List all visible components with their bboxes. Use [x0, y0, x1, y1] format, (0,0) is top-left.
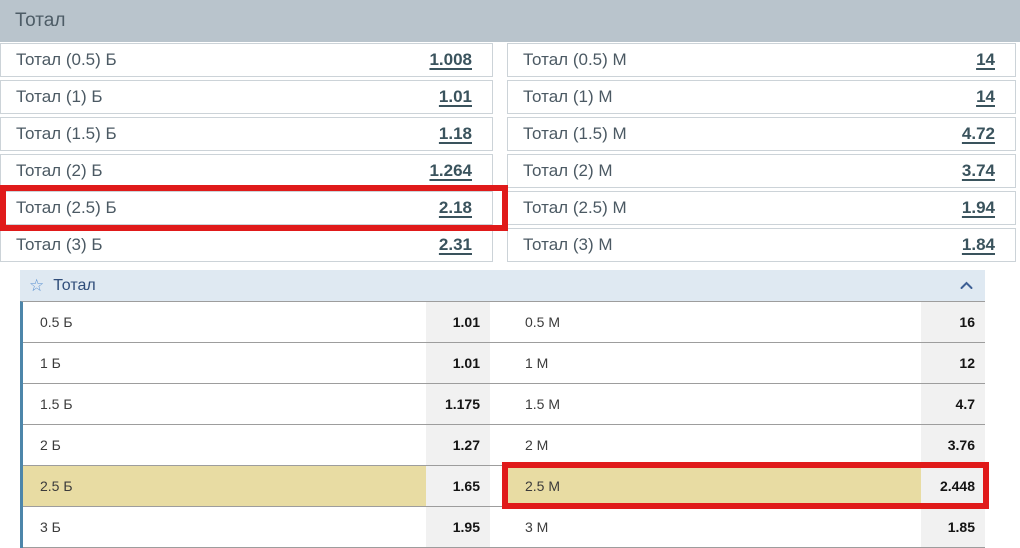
- bottom-odds-row: 0.5 Б 1.01 0.5 М 16: [23, 302, 985, 343]
- bet-option[interactable]: 1.5 Б 1.175: [23, 384, 490, 424]
- bet-option[interactable]: 2 Б 1.27: [23, 425, 490, 465]
- odds-value-cell[interactable]: 16: [921, 302, 985, 342]
- bet-label: Тотал (1) М: [523, 87, 613, 106]
- odds-value-cell[interactable]: 4.7: [921, 384, 985, 424]
- top-odds-row[interactable]: Тотал (1.5) М 4.72: [507, 117, 1016, 151]
- column-gap: [490, 507, 508, 547]
- odds-value-link[interactable]: 1.01: [438, 87, 472, 106]
- odds-value-link[interactable]: 4.72: [961, 124, 995, 143]
- bottom-odds-row: 2 Б 1.27 2 М 3.76: [23, 425, 985, 466]
- top-table-header: Тотал: [0, 0, 1020, 42]
- bet-label: 2 М: [525, 437, 549, 453]
- bet-label: 1.5 М: [525, 396, 561, 412]
- odds-value-cell[interactable]: 3.76: [921, 425, 985, 465]
- bet-label: 2.5 М: [508, 466, 921, 506]
- bet-label: 1.5 Б: [40, 396, 73, 412]
- top-odds-row[interactable]: Тотал (2) М 3.74: [507, 154, 1016, 188]
- odds-value-cell[interactable]: 1.175: [426, 384, 490, 424]
- bet-label: 1 Б: [40, 355, 61, 371]
- odds-value-link[interactable]: 14: [976, 87, 995, 106]
- bet-label: Тотал (1) Б: [16, 87, 103, 106]
- bet-label: Тотал (0.5) М: [523, 50, 627, 69]
- top-odds-row[interactable]: Тотал (1) Б 1.01: [0, 80, 493, 114]
- bet-option[interactable]: 0.5 Б 1.01: [23, 302, 490, 342]
- bet-label: Тотал (0.5) Б: [16, 50, 117, 69]
- odds-value-link[interactable]: 3.74: [961, 161, 995, 180]
- odds-value-cell[interactable]: 1.95: [426, 507, 490, 547]
- bet-label: Тотал (2) Б: [16, 161, 103, 180]
- odds-value-link[interactable]: 1.94: [961, 198, 995, 217]
- bet-label: 3 Б: [40, 519, 61, 535]
- odds-value-link[interactable]: 2.18: [438, 198, 472, 217]
- column-gap: [490, 302, 508, 342]
- column-gap: [493, 43, 507, 262]
- bet-label: 1 М: [525, 355, 549, 371]
- bottom-odds-table: ☆ Тотал 0.5 Б 1.01 0.5 М 16 1 Б 1.01 1 М 12 1.5 …: [20, 270, 985, 548]
- odds-value-link[interactable]: 14: [976, 50, 995, 69]
- column-gap: [490, 425, 508, 465]
- top-odds-row[interactable]: Тотал (3) М 1.84: [507, 228, 1016, 262]
- odds-value-cell[interactable]: 1.01: [426, 302, 490, 342]
- odds-value-cell[interactable]: 12: [921, 343, 985, 383]
- chevron-up-icon[interactable]: [960, 281, 973, 290]
- column-gap: [490, 384, 508, 424]
- bottom-odds-row: 1 Б 1.01 1 М 12: [23, 343, 985, 384]
- bet-label: 2.5 Б: [23, 466, 426, 506]
- odds-value-link[interactable]: 1.18: [438, 124, 472, 143]
- bottom-table-title: Тотал: [53, 276, 96, 294]
- bet-label: Тотал (3) М: [523, 235, 613, 254]
- top-odds-row[interactable]: Тотал (2.5) М 1.94: [507, 191, 1016, 225]
- top-odds-row[interactable]: Тотал (2) Б 1.264: [0, 154, 493, 188]
- bet-option[interactable]: 0.5 М 16: [508, 302, 985, 342]
- bottom-table-header[interactable]: ☆ Тотал: [20, 270, 985, 301]
- top-odds-row[interactable]: Тотал (0.5) М 14: [507, 43, 1016, 77]
- odds-value-link[interactable]: 2.31: [438, 235, 472, 254]
- bet-option[interactable]: 2 М 3.76: [508, 425, 985, 465]
- odds-value-cell[interactable]: 2.448: [921, 466, 985, 506]
- bet-label: Тотал (1.5) М: [523, 124, 627, 143]
- bet-label: 3 М: [525, 519, 549, 535]
- bet-label: Тотал (3) Б: [16, 235, 103, 254]
- odds-value-link[interactable]: 1.264: [429, 161, 472, 180]
- favorite-star-icon[interactable]: ☆: [29, 276, 45, 295]
- top-odds-row[interactable]: Тотал (3) Б 2.31: [0, 228, 493, 262]
- odds-value-cell[interactable]: 1.01: [426, 343, 490, 383]
- bet-option[interactable]: 1 М 12: [508, 343, 985, 383]
- odds-value-link[interactable]: 1.84: [961, 235, 995, 254]
- bottom-table-rows: 0.5 Б 1.01 0.5 М 16 1 Б 1.01 1 М 12 1.5 Б 1.175 1.…: [20, 301, 985, 548]
- bottom-odds-row: 2.5 Б 1.65 2.5 М 2.448: [23, 466, 985, 507]
- top-column-under: Тотал (0.5) М 14 Тотал (1) М 14 Тотал (1.5) …: [507, 43, 1016, 262]
- top-odds-row[interactable]: Тотал (1) М 14: [507, 80, 1016, 114]
- odds-value-cell[interactable]: 1.85: [921, 507, 985, 547]
- bet-label: Тотал (2.5) М: [523, 198, 627, 217]
- top-column-over: Тотал (0.5) Б 1.008 Тотал (1) Б 1.01 Тотал (…: [0, 43, 493, 262]
- bet-option[interactable]: 3 М 1.85: [508, 507, 985, 547]
- bet-label: 0.5 М: [525, 314, 561, 330]
- top-table-body: Тотал (0.5) Б 1.008 Тотал (1) Б 1.01 Тотал (…: [0, 42, 1020, 262]
- odds-value-cell[interactable]: 1.65: [426, 466, 490, 506]
- top-odds-row[interactable]: Тотал (1.5) Б 1.18: [0, 117, 493, 151]
- bet-label: 0.5 Б: [40, 314, 73, 330]
- top-table-title: Тотал: [15, 10, 66, 31]
- top-odds-row[interactable]: Тотал (2.5) Б 2.18: [0, 191, 493, 225]
- bet-option[interactable]: 3 Б 1.95: [23, 507, 490, 547]
- bottom-odds-row: 1.5 Б 1.175 1.5 М 4.7: [23, 384, 985, 425]
- bet-label: Тотал (2) М: [523, 161, 613, 180]
- odds-value-cell[interactable]: 1.27: [426, 425, 490, 465]
- bet-option[interactable]: 2.5 Б 1.65: [23, 466, 490, 506]
- bet-label: Тотал (1.5) Б: [16, 124, 117, 143]
- bet-label: 2 Б: [40, 437, 61, 453]
- odds-value-link[interactable]: 1.008: [429, 50, 472, 69]
- bottom-odds-row: 3 Б 1.95 3 М 1.85: [23, 507, 985, 548]
- top-odds-row[interactable]: Тотал (0.5) Б 1.008: [0, 43, 493, 77]
- column-gap: [490, 466, 508, 506]
- top-odds-table: Тотал Тотал (0.5) Б 1.008 Тотал (1) Б 1.01 Т…: [0, 0, 1020, 262]
- bet-option[interactable]: 1 Б 1.01: [23, 343, 490, 383]
- column-gap: [490, 343, 508, 383]
- bet-label: Тотал (2.5) Б: [16, 198, 117, 217]
- bet-option[interactable]: 2.5 М 2.448: [508, 466, 985, 506]
- bet-option[interactable]: 1.5 М 4.7: [508, 384, 985, 424]
